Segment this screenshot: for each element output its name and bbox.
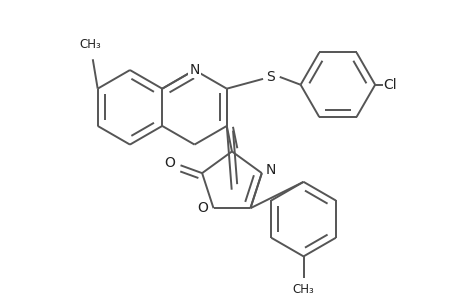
Text: O: O [197,201,208,215]
Text: N: N [189,63,199,77]
Text: N: N [265,163,275,177]
Text: O: O [163,156,174,170]
Text: CH₃: CH₃ [292,283,314,296]
Text: S: S [266,70,274,84]
Text: CH₃: CH₃ [79,38,101,51]
Text: Cl: Cl [382,78,396,92]
